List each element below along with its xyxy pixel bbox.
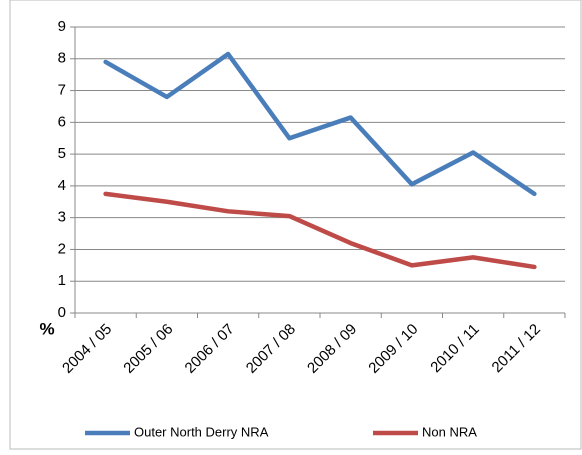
y-tick-label: 8 [58,50,66,67]
x-tick-label: 2006 / 07 [182,321,238,377]
y-axis-label: % [39,319,54,338]
legend-label: Outer North Derry NRA [134,424,269,439]
y-tick-label: 2 [58,240,66,257]
legend-label: Non NRA [422,424,477,439]
y-tick-label: 1 [58,272,66,289]
series-line [103,191,537,270]
x-tick-label: 2007 / 08 [243,321,299,377]
x-tick-label: 2004 / 05 [59,321,115,377]
chart-frame [9,0,582,450]
x-tick-label: 2005 / 06 [120,321,176,377]
x-tick-label: 2008 / 09 [304,321,360,377]
y-tick-label: 4 [58,177,66,194]
y-tick-label: 7 [58,82,66,99]
y-tick-label: 6 [58,113,66,130]
y-tick-label: 0 [58,304,66,321]
y-tick-label: 5 [58,145,66,162]
x-tick-label: 2010 / 11 [427,321,482,376]
x-tick-label: 2011 / 12 [489,321,544,376]
y-tick-label: 3 [58,209,66,226]
x-tick-label: 2009 / 10 [365,321,421,377]
series-line [103,51,537,197]
y-tick-label: 9 [58,18,66,35]
